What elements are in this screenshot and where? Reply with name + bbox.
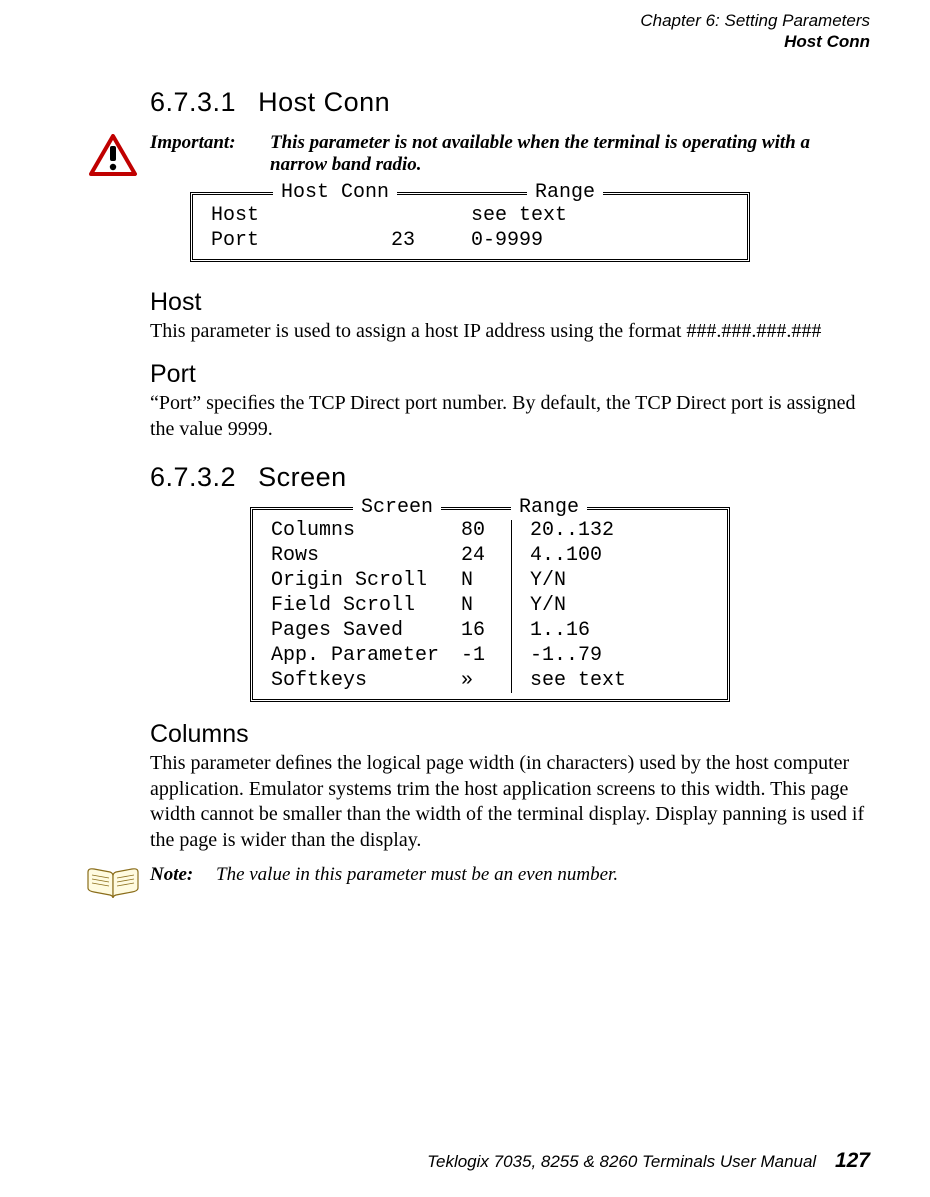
param-value: 80 — [461, 518, 511, 543]
param-name: Pages Saved — [271, 618, 461, 643]
note-block: Note:The value in this parameter must be… — [150, 864, 618, 886]
param-name: Host — [211, 203, 391, 228]
hostconn-legend-left: Host Conn — [273, 180, 397, 205]
param-range: see text — [471, 203, 735, 228]
param-name: Port — [211, 228, 391, 253]
port-description: “Port” speciﬁes the TCP Direct port numb… — [150, 391, 870, 442]
page-number: 127 — [835, 1149, 870, 1172]
section-title: Host Conn — [258, 87, 390, 117]
param-range: see text — [511, 668, 715, 693]
footer-text: Teklogix 7035, 8255 & 8260 Terminals Use… — [427, 1152, 816, 1171]
param-row: Softkeys»see text — [271, 668, 715, 693]
param-name: Field Scroll — [271, 593, 461, 618]
columns-heading: Columns — [150, 720, 870, 749]
note-label: Note: — [150, 864, 216, 886]
screen-legend-right: Range — [511, 495, 587, 520]
param-value: 16 — [461, 618, 511, 643]
note-icon — [76, 864, 150, 902]
param-range: Y/N — [511, 593, 715, 618]
param-range: 1..16 — [511, 618, 715, 643]
param-value: N — [461, 568, 511, 593]
hostconn-parameter-box: Host Conn Range Hostsee textPort230-9999 — [190, 192, 750, 262]
param-name: Origin Scroll — [271, 568, 461, 593]
param-row: Port230-9999 — [211, 228, 735, 253]
param-value: -1 — [461, 643, 511, 668]
param-value: 24 — [461, 543, 511, 568]
param-row: Field ScrollNY/N — [271, 593, 715, 618]
port-heading: Port — [150, 360, 870, 389]
section-number: 6.7.3.1 — [150, 87, 236, 117]
section-number: 6.7.3.2 — [150, 462, 236, 492]
page-footer: Teklogix 7035, 8255 & 8260 Terminals Use… — [427, 1149, 870, 1173]
host-description: This parameter is used to assign a host … — [150, 319, 870, 345]
section-title: Screen — [258, 462, 347, 492]
host-heading: Host — [150, 288, 870, 317]
param-range: -1..79 — [511, 643, 715, 668]
param-row: Pages Saved161..16 — [271, 618, 715, 643]
param-range: 4..100 — [511, 543, 715, 568]
header-chapter: Chapter 6: Setting Parameters — [60, 10, 870, 31]
param-row: Rows244..100 — [271, 543, 715, 568]
important-text: This parameter is not available when the… — [270, 132, 830, 176]
param-value: N — [461, 593, 511, 618]
param-name: App. Parameter — [271, 643, 461, 668]
param-name: Rows — [271, 543, 461, 568]
param-row: Host see text — [211, 203, 735, 228]
section-heading-screen: 6.7.3.2 Screen — [150, 462, 870, 493]
note-text: The value in this parameter must be an e… — [216, 864, 618, 886]
param-row: Origin ScrollNY/N — [271, 568, 715, 593]
important-label: Important: — [150, 132, 270, 154]
hostconn-legend-right: Range — [527, 180, 603, 205]
param-value: 23 — [391, 228, 471, 253]
param-row: App. Parameter-1-1..79 — [271, 643, 715, 668]
columns-description: This parameter deﬁnes the logical page w… — [150, 751, 870, 853]
header-section: Host Conn — [60, 31, 870, 52]
param-range: Y/N — [511, 568, 715, 593]
screen-legend-left: Screen — [353, 495, 441, 520]
param-range: 0-9999 — [471, 228, 735, 253]
warning-icon — [76, 132, 150, 178]
param-name: Softkeys — [271, 668, 461, 693]
param-range: 20..132 — [511, 518, 715, 543]
section-heading-host-conn: 6.7.3.1 Host Conn — [150, 87, 870, 118]
param-name: Columns — [271, 518, 461, 543]
important-block: Important:This parameter is not availabl… — [150, 132, 830, 176]
screen-parameter-box: Screen Range Columns8020..132Rows244..10… — [250, 507, 730, 702]
page-header: Chapter 6: Setting Parameters Host Conn — [60, 10, 870, 53]
param-value — [391, 203, 471, 228]
param-value: » — [461, 668, 511, 693]
param-row: Columns8020..132 — [271, 518, 715, 543]
